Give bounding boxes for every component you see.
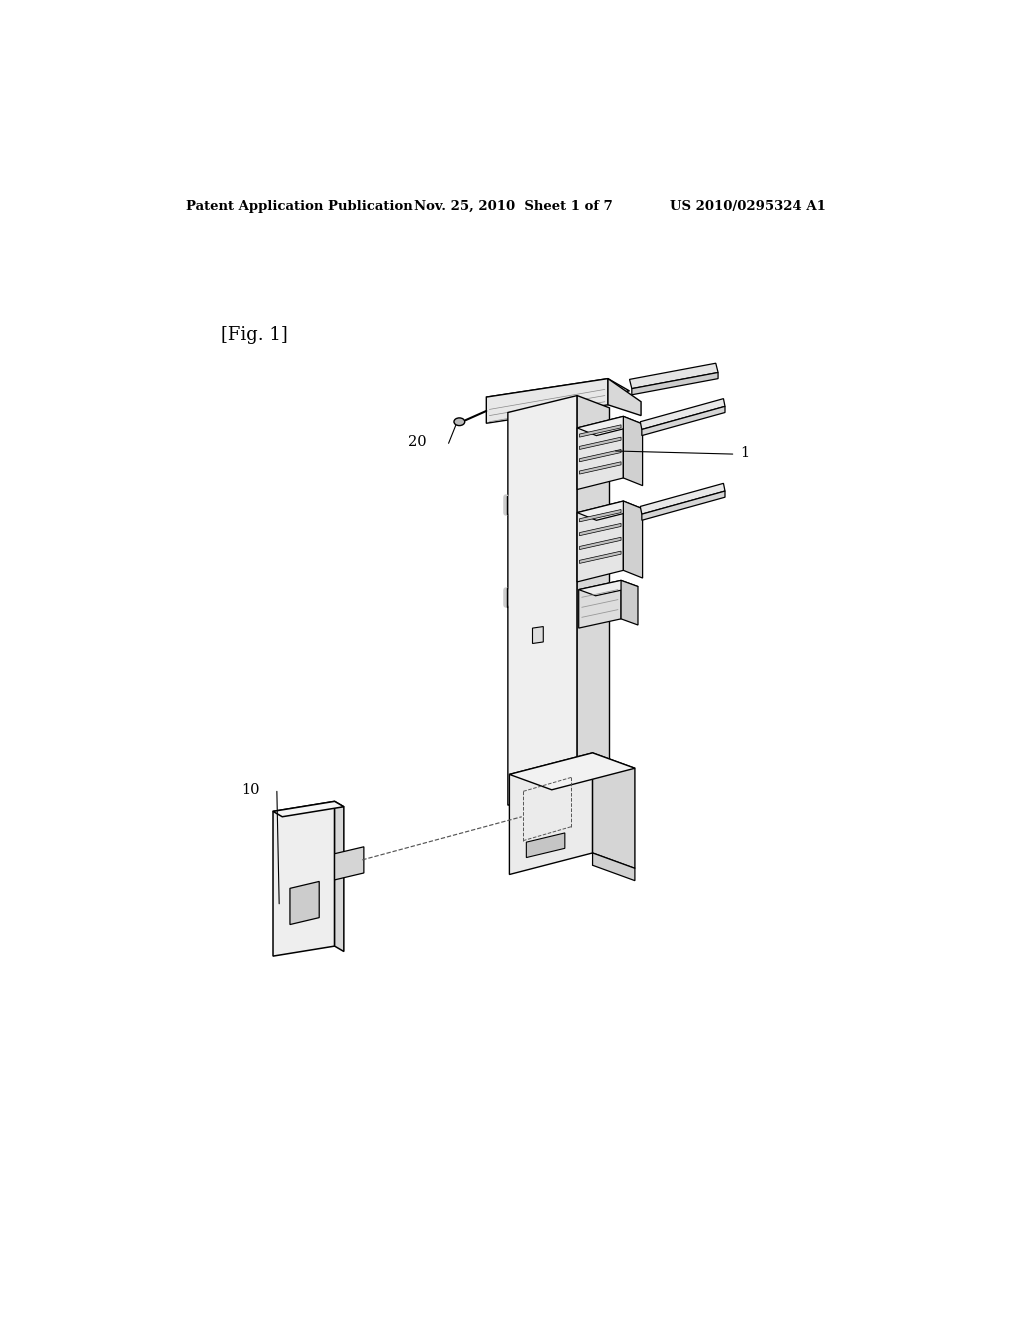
Text: Nov. 25, 2010  Sheet 1 of 7: Nov. 25, 2010 Sheet 1 of 7 [414, 199, 612, 213]
Polygon shape [290, 882, 319, 924]
Polygon shape [579, 581, 621, 628]
Polygon shape [580, 552, 621, 564]
Text: 10: 10 [242, 783, 260, 797]
Polygon shape [624, 416, 643, 486]
Polygon shape [579, 581, 638, 595]
Text: Patent Application Publication: Patent Application Publication [186, 199, 413, 213]
Ellipse shape [454, 418, 465, 425]
Polygon shape [578, 416, 643, 436]
Polygon shape [580, 437, 621, 449]
Polygon shape [273, 801, 344, 817]
Polygon shape [508, 396, 578, 805]
Polygon shape [640, 399, 725, 429]
Polygon shape [273, 801, 335, 956]
Polygon shape [593, 853, 635, 880]
Text: [Fig. 1]: [Fig. 1] [221, 326, 288, 345]
Polygon shape [486, 379, 608, 424]
Polygon shape [580, 449, 621, 462]
Polygon shape [578, 416, 624, 490]
Polygon shape [608, 379, 641, 416]
Polygon shape [532, 627, 544, 644]
Ellipse shape [294, 909, 313, 933]
Ellipse shape [527, 711, 531, 714]
Polygon shape [578, 502, 643, 520]
Polygon shape [621, 581, 638, 626]
Polygon shape [580, 537, 621, 549]
Polygon shape [580, 510, 621, 521]
Polygon shape [509, 752, 635, 789]
Polygon shape [335, 847, 364, 880]
Polygon shape [642, 407, 725, 436]
Ellipse shape [527, 595, 531, 599]
Polygon shape [578, 502, 624, 582]
Text: 20: 20 [409, 434, 427, 449]
Polygon shape [526, 833, 565, 858]
Polygon shape [642, 491, 725, 520]
Text: US 2010/0295324 A1: US 2010/0295324 A1 [670, 199, 825, 213]
Text: 1: 1 [740, 446, 750, 459]
Polygon shape [580, 462, 621, 474]
Polygon shape [578, 396, 609, 800]
Polygon shape [335, 801, 344, 952]
Polygon shape [630, 363, 718, 388]
Polygon shape [580, 425, 621, 437]
Polygon shape [509, 752, 593, 874]
Polygon shape [624, 502, 643, 578]
Polygon shape [640, 483, 725, 515]
Polygon shape [632, 372, 718, 395]
Ellipse shape [293, 829, 314, 858]
Polygon shape [486, 379, 630, 409]
Polygon shape [580, 524, 621, 536]
Polygon shape [593, 752, 635, 869]
